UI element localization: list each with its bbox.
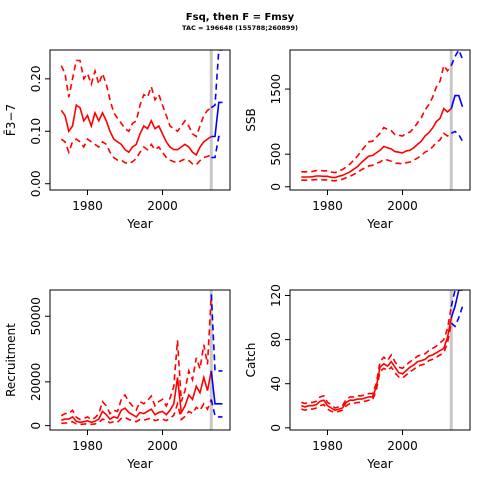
fbar-projection-lower-line xyxy=(211,135,223,159)
fbar-y-tick-label: 0.20 xyxy=(29,65,43,92)
recruitment-plot-frame xyxy=(49,289,231,431)
catch-x-axis-label: Year xyxy=(366,457,392,471)
fbar-x-tick-label: 2000 xyxy=(147,199,178,213)
catch-y-tick-label: 40 xyxy=(269,376,283,391)
fbar-historic-median-line xyxy=(60,103,212,157)
catch-y-tick-label: 80 xyxy=(269,332,283,347)
fbar-plot-frame xyxy=(49,49,231,191)
catch-historic-upper-line xyxy=(301,306,453,409)
recruitment-historic-median-line xyxy=(61,370,213,424)
recruitment-historic-upper-line xyxy=(60,294,213,421)
fbar-projection-median-line xyxy=(211,101,223,138)
recruitment-y-tick-label: 20000 xyxy=(29,363,43,401)
panel-catch: 1980 2000 0 40 80 120 Year Catch xyxy=(244,284,471,471)
ssb-plot-frame xyxy=(289,49,471,191)
recruitment-y-tick-label: 0 xyxy=(29,422,43,430)
recruitment-y-axis-label: Recruitment xyxy=(4,323,18,397)
ssb-projection-median-line xyxy=(450,94,464,109)
catch-historic-lower-line xyxy=(301,322,453,414)
recruitment-x-axis-label: Year xyxy=(126,457,152,471)
catch-x-tick-label: 2000 xyxy=(387,439,418,453)
fbar-x-axis-label: Year xyxy=(126,217,152,231)
ssb-projection-lower-line xyxy=(450,130,464,142)
fbar-y-tick-label: 0.10 xyxy=(29,118,43,145)
recruitment-projection-upper-line xyxy=(210,294,223,372)
catch-historic-median-line xyxy=(301,317,453,412)
fbar-historic-upper-line xyxy=(60,59,212,138)
recruitment-projection-median-line xyxy=(210,370,223,405)
fbar-x-tick-label: 1980 xyxy=(72,199,103,213)
fbar-projection-upper-line xyxy=(210,50,223,109)
catch-projection-median-line xyxy=(450,290,463,318)
figure-subtitle: TAC = 196648 (155788;260899) xyxy=(182,24,298,32)
fbar-y-axis-label: F̄3−7 xyxy=(4,104,18,136)
ssb-historic-lower-line xyxy=(301,132,452,182)
ssb-y-tick-label: 500 xyxy=(269,143,283,166)
ssb-y-axis-label: SSB xyxy=(244,108,258,131)
recruitment-y-tick-label: 50000 xyxy=(29,297,43,335)
catch-x-tick-label: 1980 xyxy=(312,439,343,453)
figure-title: Fsq, then F = Fmsy xyxy=(186,12,295,23)
panel-ssb: 1980 2000 0 500 1500 Year SSB xyxy=(244,49,471,231)
ssb-x-tick-label: 1980 xyxy=(312,199,343,213)
panel-fbar: 1980 2000 0.00 0.10 0.20 Year F̄3−7 xyxy=(4,49,231,231)
recruitment-historic-lower-line xyxy=(61,399,213,426)
catch-plot-frame xyxy=(289,289,471,431)
recruitment-x-tick-label: 1980 xyxy=(72,439,103,453)
ssb-x-axis-label: Year xyxy=(366,217,392,231)
catch-y-axis-label: Catch xyxy=(244,343,258,378)
ssb-historic-median-line xyxy=(301,107,452,179)
ssb-x-tick-label: 2000 xyxy=(387,199,418,213)
ssb-historic-upper-line xyxy=(301,63,452,174)
recruitment-projection-lower-line xyxy=(210,399,223,418)
ssb-y-tick-label: 1500 xyxy=(269,74,283,105)
catch-projection-lower-line xyxy=(450,306,464,328)
ssb-y-tick-label: 0 xyxy=(269,183,283,191)
fbar-y-tick-label: 0.00 xyxy=(29,170,43,197)
recruitment-x-tick-label: 2000 xyxy=(147,439,178,453)
catch-y-tick-label: 0 xyxy=(269,424,283,432)
ssb-projection-upper-line xyxy=(450,50,464,66)
catch-y-tick-label: 120 xyxy=(269,284,283,307)
